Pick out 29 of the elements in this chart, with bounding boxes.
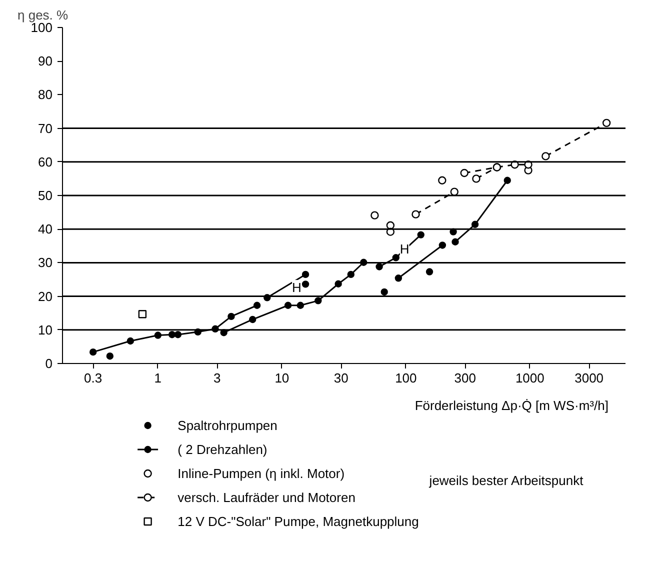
x-tick-label: 0.3 [84,370,102,386]
annotation: H [292,280,302,295]
y-tick-label: 10 [38,322,53,338]
legend-label: Inline-Pumpen (η inkl. Motor) [178,466,345,481]
x-tick-label: 100 [395,370,417,386]
x-tick-label: 1000 [515,370,544,386]
x-tick-label: 30 [334,370,348,386]
legend-label: 12 V DC-"Solar" Pumpe, Magnetkupplung [178,514,419,529]
y-tick-label: 30 [38,255,53,270]
x-tick-label: 300 [454,370,476,386]
text: jeweils bester Arbeitspunkt [428,473,584,488]
y-tick-label: 80 [38,87,53,102]
x-tick-label: 3 [213,370,221,386]
x-axis-title: Förderleistung Δp·Q̇ [m WS·m³/h] [414,398,608,413]
y-tick-label: 90 [38,54,53,69]
legend-label: ( 2 Drehzahlen) [178,442,268,457]
y-axis-title: η ges. % [18,8,69,22]
y-tick-label: 60 [38,154,53,170]
y-tick-label: 0 [45,356,53,371]
y-tick-label: 70 [38,120,53,136]
legend-label: Spaltrohrpumpen [178,418,278,433]
y-tick-label: 50 [38,188,53,203]
x-tick-label: 10 [274,370,290,386]
legend-label: versch. Laufräder und Motoren [178,490,356,505]
y-tick-label: 20 [38,288,53,304]
annotation: H [400,242,410,257]
x-tick-label: 3000 [574,370,604,386]
x-tick-label: 1 [154,370,162,386]
y-tick-label: 40 [38,222,53,237]
